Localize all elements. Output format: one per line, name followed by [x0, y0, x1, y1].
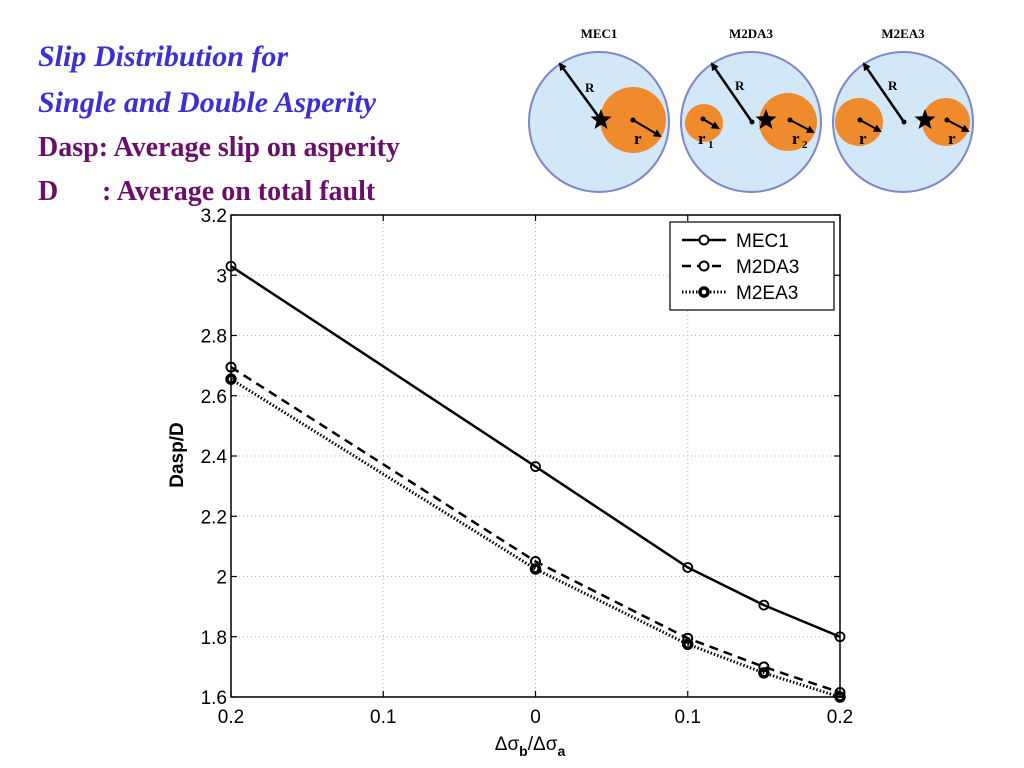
asperity-radius-label: r — [634, 129, 642, 148]
asperity-1-center — [700, 116, 706, 122]
asperity-diagrams: MEC1 R r M2DA3 R r 1 r 2 M2EA3 R — [528, 26, 974, 193]
asperity-1-radius-arrow — [859, 119, 882, 132]
series-m2da3 — [225, 361, 846, 698]
definition-dasp: Dasp: Average slip on asperity — [38, 132, 400, 163]
definition-d-symbol: D — [38, 176, 59, 207]
asperity-1-radius-label: r — [859, 129, 867, 148]
title-block: Slip Distribution for Single and Double … — [38, 34, 400, 214]
legend-item-m2da3: M2DA3 — [682, 257, 799, 278]
diagram-label-mec1: MEC1 — [581, 26, 618, 41]
asperity-2-radius-label: r — [792, 129, 800, 148]
radius-label: R — [888, 78, 898, 93]
diagram-mec1: MEC1 R r — [528, 26, 670, 193]
title-line-1: Slip Distribution for — [38, 40, 289, 73]
legend-item-mec1: MEC1 — [682, 231, 789, 252]
asperity-center — [630, 117, 636, 123]
radius-arrow — [710, 62, 754, 123]
asperity-circle-2 — [759, 93, 817, 151]
data-point — [682, 638, 694, 651]
asperity-2-radius-arrow — [946, 119, 970, 132]
diagram-m2da3: M2DA3 R r 1 r 2 — [680, 26, 822, 193]
data-point — [758, 667, 770, 679]
legend-label: M2DA3 — [736, 257, 799, 278]
series-line — [230, 366, 841, 694]
x-tick-label: 0.2 — [218, 707, 244, 728]
radius-label: R — [585, 80, 595, 95]
legend-label: MEC1 — [736, 231, 789, 252]
data-point — [758, 599, 770, 611]
diagram-m2ea3: M2EA3 R r r — [832, 26, 974, 193]
asperity-2-radius-label: r — [948, 129, 956, 148]
y-tick-label: 2.6 — [201, 387, 227, 408]
y-tick-label: 3.2 — [201, 206, 227, 227]
data-series — [225, 260, 846, 703]
fault-center — [901, 119, 907, 125]
legend-swatch-marker — [698, 286, 710, 298]
y-tick-label: 3 — [216, 266, 227, 287]
data-point — [529, 563, 542, 575]
x-axis-label-delta-b: Δσ — [495, 734, 520, 755]
asperity-2-center — [944, 117, 950, 123]
data-point — [225, 373, 237, 385]
x-tick-label: 0.1 — [370, 707, 396, 728]
x-axis-label-sub-b: b — [519, 743, 528, 759]
asperity-radius-arrow — [632, 119, 662, 138]
legend-box — [669, 221, 835, 311]
y-tick-label: 2.8 — [201, 327, 227, 348]
asperity-2-center — [787, 117, 793, 123]
series-line — [230, 377, 841, 699]
data-point — [225, 260, 237, 272]
series-mec1 — [225, 260, 846, 643]
radius-label: R — [735, 78, 745, 93]
definition-d: D : Average on total fault — [38, 170, 400, 214]
hypocenter-star-icon — [755, 109, 777, 129]
y-tick-label: 2.2 — [201, 507, 227, 528]
asperity-1-radius-arrow — [702, 118, 720, 130]
asperity-1-subscript: 1 — [708, 139, 714, 151]
legend-label: M2EA3 — [736, 283, 798, 304]
series-line — [230, 265, 841, 638]
asperity-2-subscript: 2 — [802, 139, 808, 151]
diagram-label-m2da3: M2DA3 — [729, 26, 774, 41]
data-point — [225, 361, 237, 373]
asperity-1-center — [857, 117, 863, 123]
legend-item-m2ea3: M2EA3 — [682, 283, 798, 304]
hypocenter-star-icon — [590, 109, 612, 129]
x-axis-label: Δσb/Δσa — [495, 734, 566, 759]
data-point — [682, 562, 694, 573]
axis-ticks: 0.2 0.1 0 0.1 0.21.61.822.22.42.62.833.2 — [201, 206, 854, 728]
asperity-2-radius-arrow — [789, 119, 815, 133]
y-tick-label: 1.8 — [201, 628, 227, 649]
radius-arrow — [862, 62, 906, 123]
legend: MEC1 M2DA3 M2EA3 — [669, 221, 835, 311]
x-tick-label: 0 — [530, 707, 541, 728]
data-point — [834, 691, 846, 703]
asperity-1-radius-label: r — [698, 129, 706, 148]
hypocenter-star-icon — [914, 109, 936, 129]
diagram-label-m2ea3: M2EA3 — [881, 26, 925, 41]
data-point — [682, 632, 694, 644]
x-axis-label-delta-a: /Δσ — [528, 734, 558, 755]
y-tick-label: 1.6 — [201, 688, 227, 709]
legend-swatch-marker — [698, 234, 710, 246]
y-tick-label: 2 — [216, 568, 227, 589]
definition-d-text: : Average on total fault — [102, 176, 376, 207]
x-axis-label-sub-a: a — [557, 743, 565, 759]
radius-arrow — [558, 62, 603, 121]
grid-lines — [231, 215, 840, 697]
data-point — [834, 631, 846, 643]
asperity-circle-1 — [685, 104, 723, 142]
series-m2ea3 — [225, 373, 846, 703]
data-point — [530, 461, 541, 472]
y-tick-label: 2.4 — [201, 447, 228, 468]
legend-swatch-marker — [698, 260, 710, 272]
x-tick-label: 0.2 — [827, 707, 853, 728]
fault-center — [749, 119, 755, 125]
y-axis-label: Dasp/D — [167, 422, 188, 487]
title-line-2: Single and Double Asperity — [38, 86, 377, 119]
x-tick-label: 0.1 — [675, 707, 701, 728]
